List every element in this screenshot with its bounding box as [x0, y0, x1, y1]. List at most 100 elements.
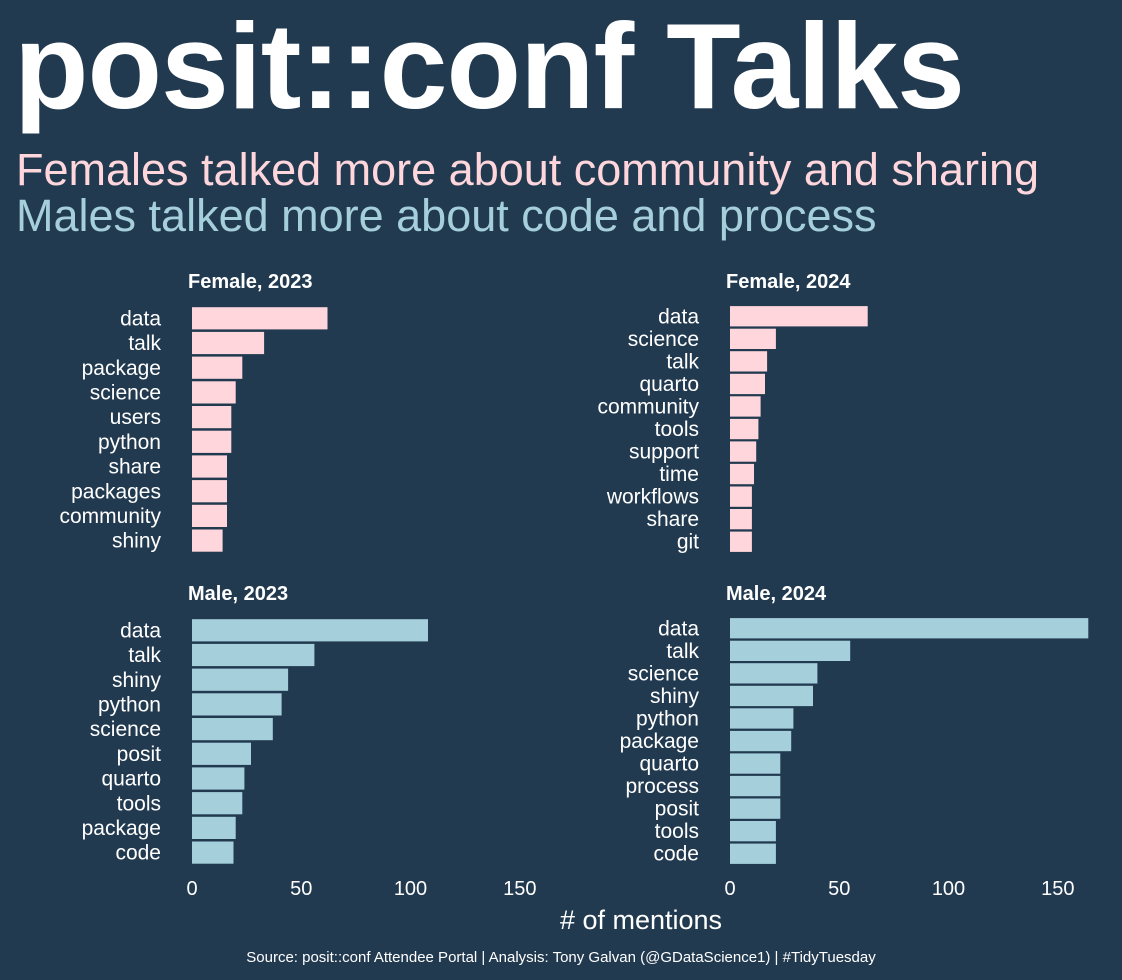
x-tick-label: 150 [503, 878, 536, 900]
category-label: python [98, 431, 161, 454]
bar [730, 730, 792, 752]
bar [192, 307, 328, 330]
category-label: talk [128, 332, 161, 355]
bar [192, 455, 227, 478]
category-label: community [59, 505, 161, 528]
facet-panel: Female, 2024 datasciencetalkquartocommuni… [597, 271, 868, 554]
x-tick-label: 0 [724, 878, 735, 900]
facet-title: Female, 2024 [726, 271, 851, 293]
bar [192, 331, 265, 355]
bar [730, 486, 752, 507]
category-label: talk [666, 350, 699, 373]
bar [192, 767, 245, 790]
subtitle-female: Females talked more about community and … [16, 144, 1039, 195]
category-label: code [115, 842, 161, 865]
bar [730, 531, 752, 552]
x-tick-label: 0 [186, 878, 197, 900]
bar [730, 775, 781, 797]
bar [730, 685, 813, 707]
bar [730, 843, 776, 864]
subtitle-male: Males talked more about code and process [16, 190, 877, 241]
category-label: share [108, 456, 161, 479]
bar [192, 430, 232, 453]
bar [730, 821, 776, 842]
bar [730, 418, 759, 440]
bar [730, 441, 757, 462]
category-label: code [653, 843, 699, 866]
category-label: talk [128, 644, 161, 667]
facet-title: Male, 2023 [188, 583, 288, 605]
category-label: tools [655, 418, 699, 441]
category-label: quarto [101, 768, 161, 791]
category-label: tools [117, 792, 161, 815]
facet-panel: Male, 2023 datatalkshinypythonscienceposi… [82, 583, 537, 900]
x-axis-title: # of mentions [560, 905, 722, 935]
bar [192, 619, 428, 642]
x-tick-label: 50 [828, 878, 850, 900]
bar [192, 529, 223, 552]
bar [192, 816, 236, 839]
bar [730, 509, 752, 530]
caption: Source: posit::conf Attendee Portal | An… [246, 949, 876, 966]
category-label: time [659, 463, 699, 486]
category-label: workflows [606, 486, 699, 509]
facet-panel: Female, 2023datatalkpackagescienceusersp… [59, 271, 328, 553]
category-label: packages [71, 480, 161, 503]
bar [192, 356, 243, 379]
bar [192, 792, 243, 815]
facet-panel: Male, 2024 datatalkscienceshinypythonpack… [620, 583, 1089, 900]
category-label: data [120, 307, 161, 330]
bar [192, 668, 289, 691]
chart-title: posit::conf Talks [14, 0, 964, 134]
facet-title: Female, 2023 [188, 271, 313, 293]
category-label: tools [655, 820, 699, 843]
category-label: support [629, 441, 699, 464]
category-label: quarto [639, 753, 699, 776]
bar [730, 753, 781, 774]
category-label: data [658, 305, 699, 328]
category-label: package [82, 357, 161, 380]
category-label: data [658, 617, 699, 640]
bar [730, 640, 851, 661]
category-label: science [628, 662, 699, 685]
category-label: process [625, 775, 699, 798]
bar [730, 798, 781, 819]
x-tick-label: 100 [932, 878, 965, 900]
bar [730, 351, 768, 372]
bar [192, 693, 282, 716]
category-label: posit [117, 743, 162, 766]
bar [730, 708, 794, 729]
category-label: shiny [112, 669, 162, 692]
facet-title: Male, 2024 [726, 583, 827, 605]
category-label: science [628, 328, 699, 351]
facet-panels: Female, 2023datatalkpackagescienceusersp… [59, 271, 1089, 900]
category-label: posit [655, 798, 700, 821]
category-label: python [98, 694, 161, 717]
bar [192, 643, 315, 667]
bar [192, 504, 227, 527]
bar [192, 841, 234, 864]
bar [730, 663, 818, 684]
bar [730, 306, 868, 327]
x-tick-label: 150 [1041, 878, 1074, 900]
bar [192, 718, 273, 741]
category-label: python [636, 708, 699, 731]
category-label: git [677, 531, 699, 554]
bar [730, 373, 765, 395]
category-label: quarto [639, 373, 699, 396]
bar [730, 328, 776, 349]
category-label: package [82, 817, 161, 840]
category-label: users [110, 406, 161, 429]
category-label: science [90, 718, 161, 741]
x-tick-label: 50 [290, 878, 312, 900]
bar [192, 742, 251, 765]
bar [730, 618, 1089, 639]
category-label: community [597, 396, 699, 419]
category-label: share [646, 508, 699, 531]
category-label: shiny [650, 685, 700, 708]
x-tick-label: 100 [394, 878, 427, 900]
category-label: data [120, 619, 161, 642]
bar [730, 463, 754, 485]
